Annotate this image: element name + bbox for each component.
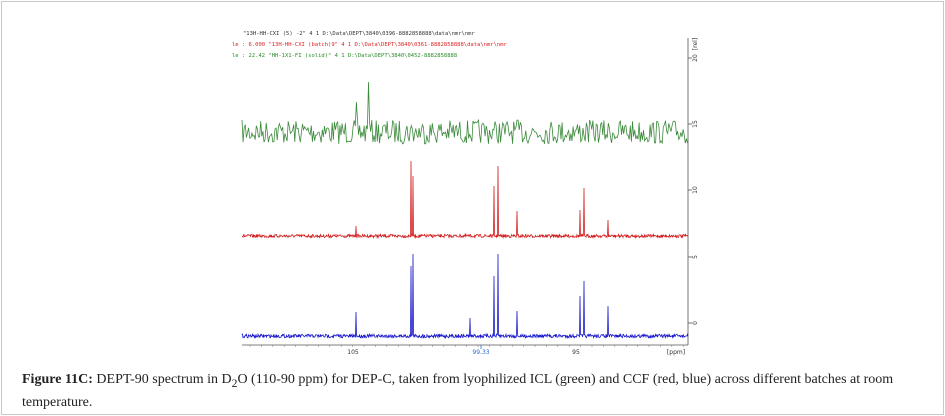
spectrum-trace bbox=[241, 160, 689, 240]
caption-text: DEPT-90 spectrum in D bbox=[92, 372, 232, 387]
caption-label: Figure 11C: bbox=[22, 372, 93, 387]
caption-text: O (110-90 ppm) for DEP-C, taken from lyo… bbox=[22, 372, 894, 410]
header-line: le : 6.000 "13H-HH-CXI (batch)9" 4 1 D:\… bbox=[232, 42, 508, 48]
x-tick-label: 95 bbox=[572, 349, 580, 356]
y-tick-label: 0 bbox=[692, 321, 699, 325]
x-tick-label: 105 bbox=[347, 349, 359, 356]
y-axis-unit: [rel] bbox=[692, 38, 699, 50]
figure-caption: Figure 11C: DEPT-90 spectrum in D2O (110… bbox=[22, 370, 934, 412]
spectrum-background bbox=[240, 28, 710, 356]
header-line: le : 22.42 "HH-1X1-FI (solid)" 4 1 D:\Da… bbox=[232, 53, 457, 59]
spectrum-trace bbox=[241, 81, 688, 145]
y-tick-label: 10 bbox=[692, 186, 699, 194]
spectrum-image: "13H-HH-CXI (5) -2" 4 1 D:\Data\DEPT\384… bbox=[232, 28, 710, 356]
caption-subscript: 2 bbox=[231, 376, 238, 390]
header-line: "13H-HH-CXI (5) -2" 4 1 D:\Data\DEPT\384… bbox=[243, 31, 475, 37]
x-cursor-label: 99.33 bbox=[472, 349, 489, 356]
x-axis-unit: [ppm] bbox=[667, 349, 685, 356]
y-tick-label: 20 bbox=[692, 54, 699, 62]
y-tick-label: 5 bbox=[692, 255, 699, 259]
y-tick-label: 15 bbox=[692, 120, 699, 128]
spectrum-trace bbox=[241, 253, 689, 340]
